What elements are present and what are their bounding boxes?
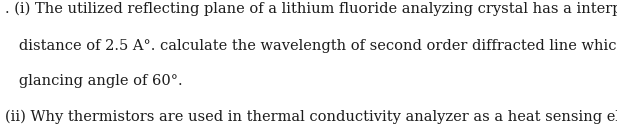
Text: distance of 2.5 A°. calculate the wavelength of second order diffracted line whi: distance of 2.5 A°. calculate the wavele… <box>5 39 617 53</box>
Text: . (i) The utilized reflecting plane of a lithium fluoride analyzing crystal has : . (i) The utilized reflecting plane of a… <box>5 1 617 16</box>
Text: (ii) Why thermistors are used in thermal conductivity analyzer as a heat sensing: (ii) Why thermistors are used in thermal… <box>5 110 617 124</box>
Text: glancing angle of 60°.: glancing angle of 60°. <box>5 74 183 88</box>
